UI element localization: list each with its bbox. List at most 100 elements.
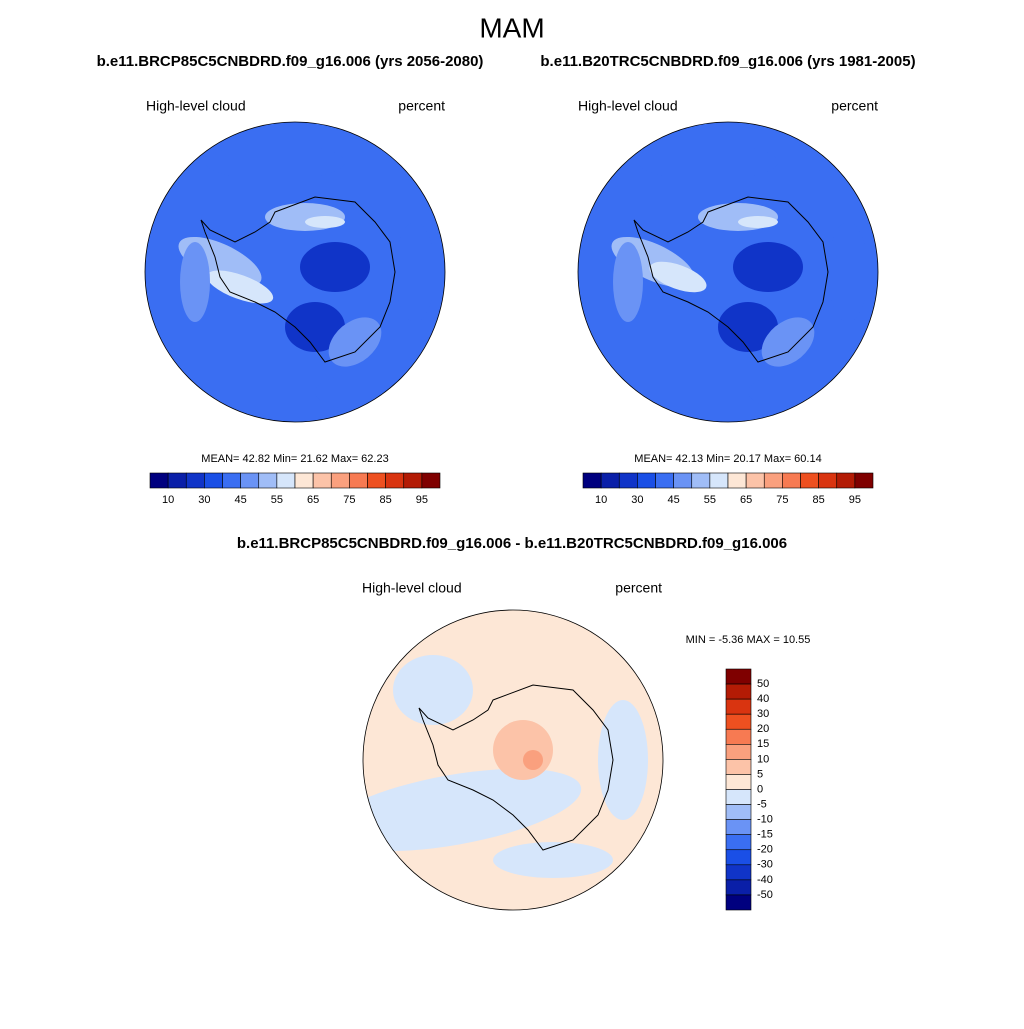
colorbar-box <box>725 668 752 685</box>
colorbar-box <box>725 713 752 730</box>
colorbar-label: 75 <box>776 494 788 506</box>
map-region <box>523 750 543 770</box>
colorbar-label: 20 <box>757 723 769 735</box>
colorbar-box <box>725 698 752 715</box>
colorbar-box <box>312 472 332 489</box>
colorbar-box <box>330 472 350 489</box>
colorbar-box <box>725 759 752 775</box>
colorbar-box <box>276 472 296 489</box>
map-region <box>733 242 803 292</box>
map <box>145 122 445 422</box>
colorbar-label: 30 <box>757 708 769 720</box>
variable-label: High-level cloud <box>578 98 678 114</box>
panel-title: b.e11.BRCP85C5CNBDRD.f09_g16.006 (yrs 20… <box>97 53 484 70</box>
map-region <box>761 317 815 367</box>
colorbar-label: -30 <box>757 859 773 871</box>
colorbar-label: 65 <box>740 494 752 506</box>
map-region <box>493 720 553 780</box>
map-border <box>362 609 664 911</box>
colorbar-label: 45 <box>235 494 247 506</box>
colorbar-label: 10 <box>162 494 174 506</box>
colorbar-box <box>725 774 752 790</box>
map <box>363 610 663 910</box>
colorbar-box <box>854 472 874 489</box>
colorbar-box <box>600 472 620 489</box>
colorbar-box <box>349 472 368 489</box>
colorbar-box <box>167 472 187 489</box>
map-region <box>205 144 345 180</box>
colorbar-box <box>637 472 656 489</box>
map-region <box>393 655 473 725</box>
map-region <box>206 270 274 304</box>
units-label: percent <box>831 98 878 114</box>
map-region <box>395 222 435 322</box>
map-region <box>363 768 582 852</box>
colorbar-box <box>725 894 752 911</box>
map-region <box>828 222 868 322</box>
colorbar-label: 30 <box>198 494 210 506</box>
map-region <box>493 842 613 878</box>
map-region <box>305 216 345 228</box>
colorbar-label: 50 <box>757 678 769 690</box>
units-label: percent <box>615 580 662 596</box>
colorbar-box <box>367 472 386 489</box>
map-region <box>315 372 435 412</box>
map <box>578 122 878 422</box>
colorbar-label: 15 <box>757 738 769 750</box>
colorbar-box <box>421 472 441 489</box>
map-region <box>649 261 707 293</box>
colorbar-label: 55 <box>704 494 716 506</box>
colorbar-box <box>818 472 838 489</box>
stats-label: MEAN= 42.82 Min= 21.62 Max= 62.23 <box>201 453 388 465</box>
colorbar-box <box>725 789 752 805</box>
colorbar-label: 75 <box>343 494 355 506</box>
map-border <box>577 121 879 423</box>
colorbar-label: 0 <box>757 783 763 795</box>
stats-label: MEAN= 42.13 Min= 20.17 Max= 60.14 <box>634 453 821 465</box>
colorbar-box <box>673 472 693 489</box>
colorbar-label: 55 <box>271 494 283 506</box>
colorbar-label: -15 <box>757 829 773 841</box>
colorbar-label: 10 <box>595 494 607 506</box>
colorbar-label: 95 <box>416 494 428 506</box>
colorbar-box <box>240 472 260 489</box>
colorbar-box <box>745 472 765 489</box>
colorbar-box <box>725 834 752 851</box>
map-region <box>300 242 370 292</box>
coastline <box>418 684 614 851</box>
colorbar-box <box>691 472 711 489</box>
colorbar-box <box>725 744 752 760</box>
map-region <box>638 144 778 180</box>
colorbar-label: -40 <box>757 874 773 886</box>
colorbar-box <box>204 472 223 489</box>
colorbar-label: -50 <box>757 889 773 901</box>
colorbar-box <box>782 472 801 489</box>
coastline <box>633 196 829 363</box>
colorbar-label: -5 <box>757 798 767 810</box>
coastline <box>200 196 396 363</box>
map-region <box>285 302 345 352</box>
colorbar-label: 5 <box>757 768 763 780</box>
colorbar-label: 40 <box>757 693 769 705</box>
stats-label: MIN = -5.36 MAX = 10.55 <box>686 634 811 646</box>
figure-title: MAM <box>479 12 544 43</box>
colorbar-box <box>725 864 752 881</box>
colorbar-label: 30 <box>631 494 643 506</box>
colorbar-box <box>836 472 856 489</box>
colorbar-box <box>149 472 169 489</box>
colorbar-label: 10 <box>757 753 769 765</box>
colorbar-label: 95 <box>849 494 861 506</box>
colorbar-box <box>655 472 674 489</box>
panel-title: b.e11.BRCP85C5CNBDRD.f09_g16.006 - b.e11… <box>237 535 787 552</box>
colorbar-box <box>763 472 783 489</box>
colorbar-box <box>725 804 752 820</box>
colorbar-box <box>258 472 278 489</box>
map-region <box>598 700 648 820</box>
colorbar-box <box>725 849 752 866</box>
colorbar-box <box>725 728 752 745</box>
colorbar-box <box>185 472 205 489</box>
colorbar-box <box>725 683 752 700</box>
colorbar-box <box>800 472 819 489</box>
variable-label: High-level cloud <box>362 580 462 596</box>
colorbar-box <box>222 472 241 489</box>
